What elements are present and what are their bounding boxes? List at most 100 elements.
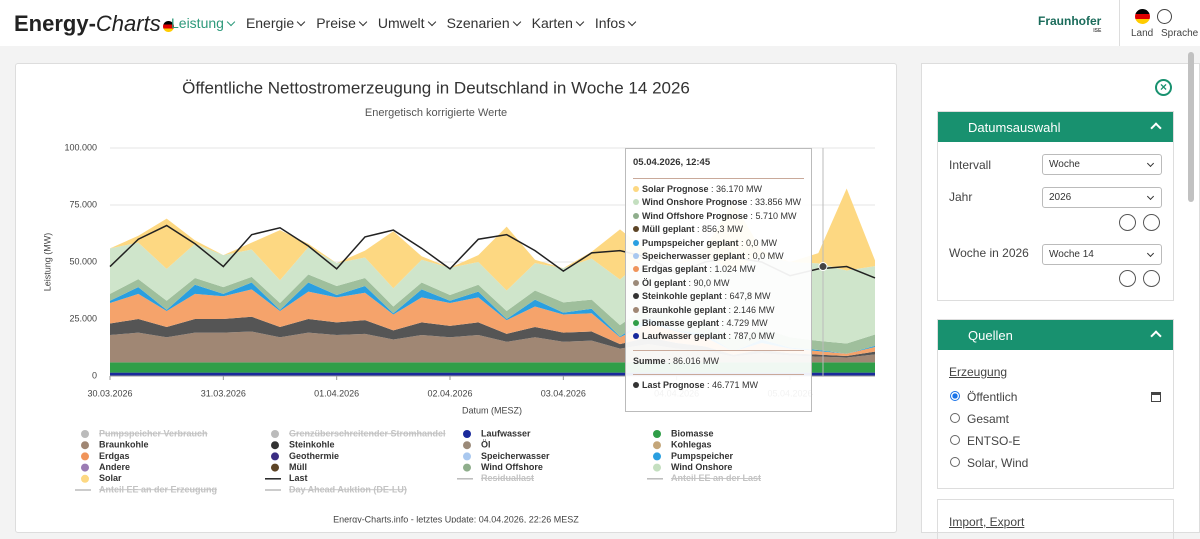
- x-tick-label: 30.03.2026: [87, 388, 132, 398]
- y-tick-label: 75.000: [69, 199, 97, 209]
- menu-item[interactable]: Karten: [532, 15, 583, 31]
- prev-week[interactable]: [1119, 270, 1136, 287]
- x-tick-label: 02.04.2026: [427, 388, 472, 398]
- legend-item[interactable]: Wind Offshore: [463, 462, 543, 472]
- y-tick-label: 0: [92, 370, 97, 380]
- prev-year[interactable]: [1119, 214, 1136, 231]
- top-bar: Energy-Charts Leistung Energie Preise Umwel…: [0, 0, 1200, 46]
- land-link[interactable]: Land: [1131, 28, 1154, 39]
- legend-item[interactable]: Residuallast: [457, 473, 534, 483]
- page: Energy-Charts Leistung Energie Preise Umwel…: [0, 0, 1200, 523]
- chart-footer: Energy-Charts.info - letztes Update: 04.…: [333, 514, 579, 523]
- scrollbar[interactable]: [1188, 52, 1194, 202]
- legend-item[interactable]: Speicherwasser: [463, 451, 550, 461]
- radio-option[interactable]: Solar, Wind: [950, 456, 1028, 470]
- tooltip-name: Laufwasser geplant: [642, 331, 734, 341]
- legend-dot: [81, 452, 89, 461]
- logo[interactable]: Energy-Charts: [14, 11, 174, 37]
- sources-group[interactable]: Erzeugung: [949, 365, 1008, 379]
- legend-item[interactable]: Öl: [463, 440, 491, 450]
- legend-item[interactable]: Anteil EE an der Erzeugung: [75, 484, 217, 494]
- legend-item[interactable]: Geothermie: [271, 451, 339, 461]
- legend-item[interactable]: Pumpspeicher Verbrauch: [81, 428, 208, 438]
- tooltip-row: Pumpspeicher geplant0,0 MW: [633, 238, 804, 251]
- menu-item[interactable]: Leistung: [171, 15, 234, 31]
- menu-item[interactable]: Umwelt: [378, 15, 435, 31]
- calendar-icon[interactable]: [1151, 392, 1161, 402]
- date-header[interactable]: Datumsauswahl: [938, 112, 1173, 142]
- sum-label: Summe: [633, 356, 673, 366]
- interval-select[interactable]: Woche: [1042, 154, 1162, 175]
- y-tick-label: 25.000: [69, 313, 97, 323]
- legend-item[interactable]: Erdgas: [81, 451, 130, 461]
- legend-item[interactable]: Grenzüberschreitender Stromhandel: [271, 428, 446, 438]
- dot: [633, 252, 639, 259]
- legend-item[interactable]: Anteil EE an der Last: [647, 473, 761, 483]
- legend-dot: [463, 463, 471, 472]
- chart-title: Öffentliche Nettostromerzeugung in Deuts…: [182, 78, 690, 97]
- land-icon: [1135, 9, 1150, 24]
- tooltip-name: Solar Prognose: [642, 184, 716, 194]
- radio-option[interactable]: ENTSO-E: [950, 434, 1020, 448]
- legend-label: Speicherwasser: [481, 451, 550, 461]
- legend-label: Grenzüberschreitender Stromhandel: [289, 428, 446, 438]
- x-tick-label: 01.04.2026: [314, 388, 359, 398]
- legend-item[interactable]: Andere: [81, 462, 130, 472]
- legend-item[interactable]: Laufwasser: [463, 428, 531, 438]
- legend-dot: [653, 452, 661, 461]
- legend-item[interactable]: Müll: [271, 462, 307, 472]
- next-year[interactable]: [1143, 214, 1160, 231]
- brand[interactable]: Fraunhofer ISE: [1038, 14, 1101, 34]
- legend-dot: [81, 463, 89, 472]
- dot: [633, 266, 639, 273]
- y-tick-label: 50.000: [69, 256, 97, 266]
- legend-dot: [653, 441, 661, 450]
- radio-option[interactable]: Gesamt: [950, 412, 1009, 426]
- legend-item[interactable]: Wind Onshore: [653, 462, 732, 472]
- legend-item[interactable]: Solar: [81, 473, 122, 483]
- sources-header[interactable]: Quellen: [938, 320, 1173, 350]
- week-select[interactable]: Woche 14: [1042, 244, 1162, 265]
- tooltip-name: Biomasse geplant: [642, 318, 727, 328]
- legend-label: Kohlegas: [671, 440, 712, 450]
- legend-label: Öl: [481, 440, 491, 450]
- legend-item[interactable]: Pumpspeicher: [653, 451, 734, 461]
- interval-label: Intervall: [949, 158, 992, 172]
- legend-label: Geothermie: [289, 451, 339, 461]
- legend-item[interactable]: Last: [265, 473, 308, 483]
- tooltip-row: Solar Prognose36.170 MW: [633, 184, 804, 197]
- language-link[interactable]: Sprache: [1161, 28, 1199, 39]
- menu-item[interactable]: Preise: [316, 15, 366, 31]
- dot: [633, 186, 639, 192]
- menu-item[interactable]: Szenarien: [447, 15, 520, 31]
- divider: [1119, 0, 1120, 46]
- legend-label: Steinkohle: [289, 440, 335, 450]
- legend-dot: [271, 452, 279, 461]
- legend-item[interactable]: Biomasse: [653, 428, 714, 438]
- next-week[interactable]: [1143, 270, 1160, 287]
- tooltip-row: Wind Offshore Prognose5.710 MW: [633, 211, 804, 224]
- year-select[interactable]: 2026: [1042, 187, 1162, 208]
- chart-subtitle: Energetisch korrigierte Werte: [365, 107, 507, 119]
- legend-dot: [653, 430, 661, 438]
- tooltip-name: Steinkohle geplant: [642, 291, 730, 301]
- menu-item[interactable]: Energie: [246, 15, 304, 31]
- legend-dot: [463, 430, 471, 438]
- legend-item[interactable]: Steinkohle: [271, 440, 335, 450]
- legend-label: Pumpspeicher Verbrauch: [99, 428, 208, 438]
- x-axis-label: Datum (MESZ): [462, 405, 522, 415]
- tooltip-name: Wind Onshore Prognose: [642, 197, 755, 207]
- menu-item[interactable]: Infos: [595, 15, 635, 31]
- legend-item[interactable]: Braunkohle: [81, 440, 149, 450]
- tooltip-row: Erdgas geplant1.024 MW: [633, 264, 804, 277]
- separator: [633, 374, 804, 376]
- close-button[interactable]: ×: [1155, 79, 1172, 96]
- tooltip-row: Müll geplant856,3 MW: [633, 224, 804, 237]
- radio-option[interactable]: Öffentlich: [950, 390, 1017, 404]
- legend-label: Erdgas: [99, 451, 130, 461]
- import-export-link[interactable]: Import, Export: [949, 515, 1025, 529]
- legend-item[interactable]: Day Ahead Auktion (DE-LU): [265, 484, 407, 494]
- legend-item[interactable]: Kohlegas: [653, 440, 712, 450]
- legend-dot: [81, 441, 89, 450]
